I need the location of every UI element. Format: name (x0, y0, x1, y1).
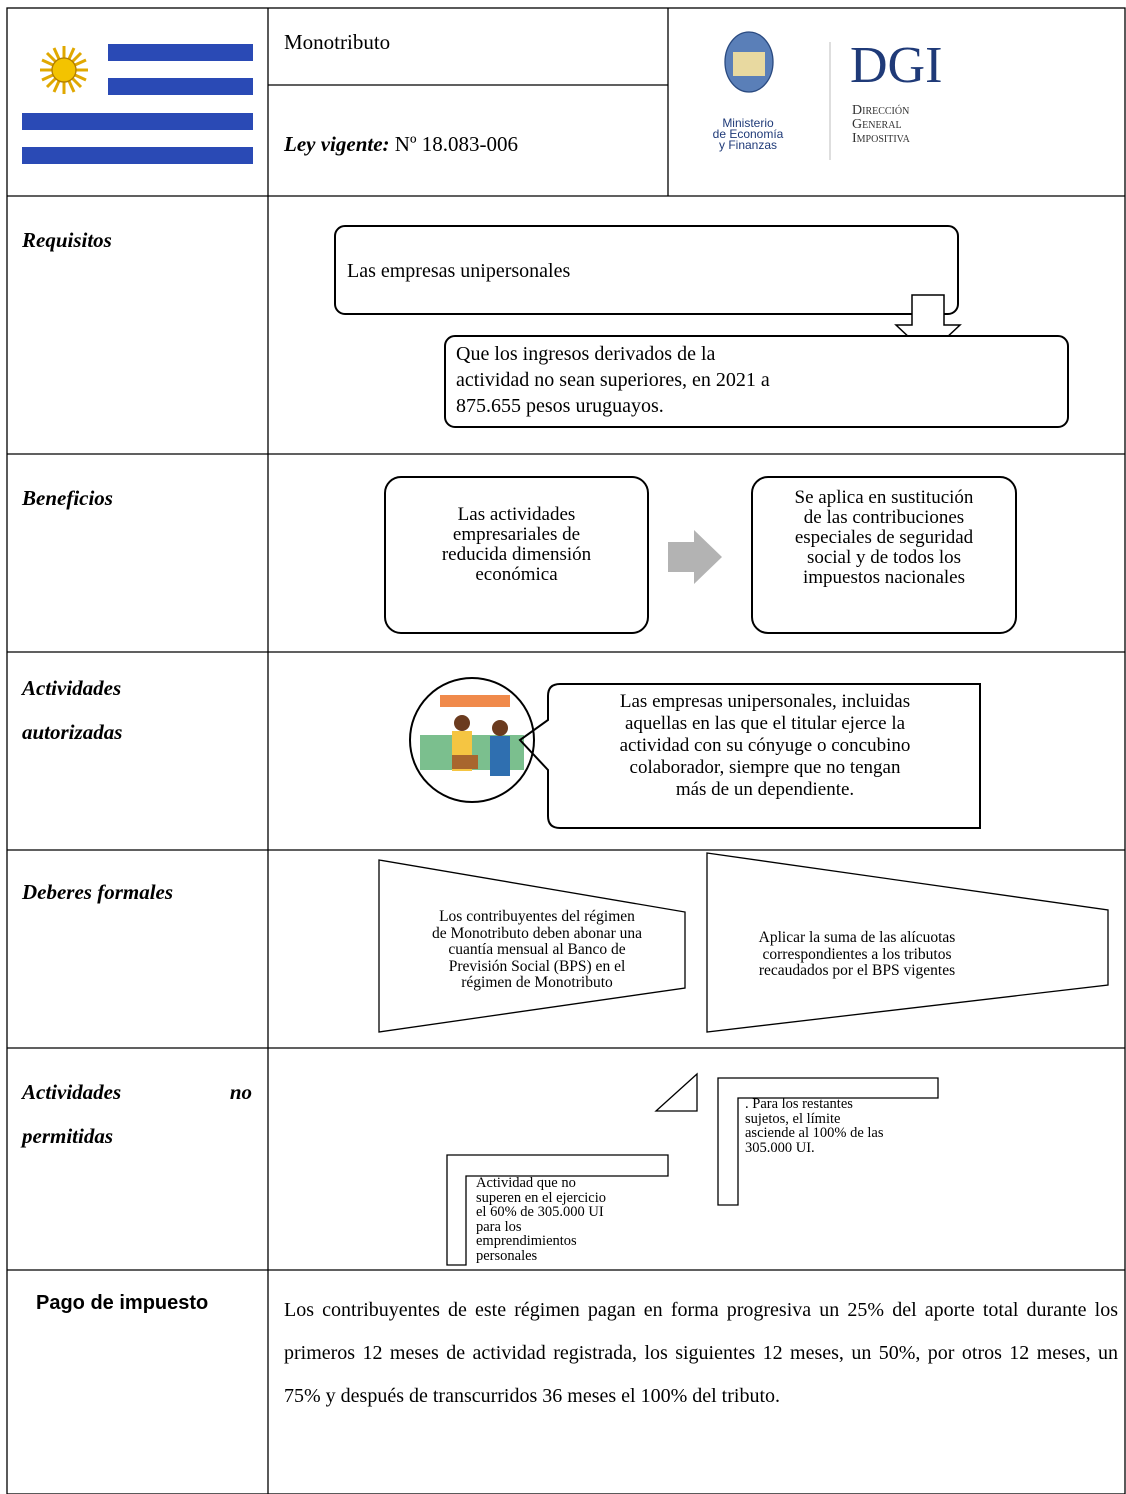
law-label: Ley vigente: (284, 132, 390, 156)
box-text: Que los ingresos derivados de la activida… (456, 341, 770, 419)
box-text: Las empresas unipersonales, incluidas aqu… (555, 691, 975, 801)
ministry-logo: Ministerio de Economía y Finanzas (700, 116, 796, 152)
text-line: Se aplica en sustitución (794, 487, 974, 508)
box-text: Se aplica en sustitución de las contribuc… (752, 488, 1016, 588)
row-label: Actividades no permitidas (22, 1070, 252, 1158)
text-line: superen en el ejercicio (476, 1189, 607, 1206)
text-line: impuestos nacionales (803, 567, 965, 588)
payment-label: Pago de impuesto (36, 1292, 209, 1314)
text-line: recaudados por el BPS vigentes (758, 962, 956, 979)
label-line: Actividades no (22, 1070, 252, 1114)
text-line: el 60% de 305.000 UI (476, 1204, 604, 1220)
text-line: y Finanzas (718, 138, 778, 152)
text-line: . Para los restantes (745, 1096, 853, 1112)
text-line: no (229, 1080, 252, 1104)
text-line: empresariales de (452, 524, 581, 545)
text-line: Actividades (22, 676, 122, 700)
text-line: reducida dimensión (441, 544, 592, 565)
box-text: . Para los restantes sujetos, el límite as… (745, 1097, 884, 1155)
row-label: Requisitos (22, 218, 252, 262)
text-line: Ministerio (722, 116, 774, 130)
row-label: Deberes formales (22, 870, 252, 914)
text-line: emprendimientos (476, 1233, 577, 1249)
text-line: colaborador, siempre que no tengan (629, 757, 901, 778)
text-line: Beneficios (22, 486, 113, 510)
text-line: autorizadas (22, 720, 123, 744)
text-line: de Monotributo deben abonar una (431, 924, 643, 942)
text-line: actividad no sean superiores, en 2021 a (456, 369, 770, 391)
text-line: sujetos, el límite (745, 1110, 841, 1127)
text-line: para los (476, 1218, 522, 1235)
text-line: social y de todos los (806, 547, 962, 568)
box-text: Actividad que no superen en el ejercicio e… (476, 1176, 606, 1263)
text-line: aquellas en las que el titular ejerce la (624, 713, 906, 734)
text-line: Deberes formales (22, 880, 174, 904)
text-line: Aplicar la suma de las alícuotas (758, 929, 956, 946)
text-line: actividad con su cónyuge o concubino (619, 735, 911, 756)
text-line: Requisitos (22, 228, 112, 252)
box-text: Las actividades empresariales de reducida … (385, 505, 648, 585)
text-line: cuantía mensual al Banco de (448, 941, 626, 958)
row-label: Beneficios (22, 476, 252, 520)
text-line: General (852, 117, 902, 132)
text-line: de Economía (712, 127, 784, 141)
text-line: Actividad que no (476, 1175, 576, 1191)
text-line: personales (476, 1247, 538, 1264)
box-text: Aplicar la suma de las alícuotas correspo… (707, 929, 1007, 980)
text-line: Las actividades (457, 504, 576, 525)
text-line: Que los ingresos derivados de la (456, 343, 716, 365)
box-text: Los contribuyentes del régimen de Monotri… (379, 908, 695, 992)
text-line: régimen de Monotributo (461, 974, 613, 991)
doc-title: Monotributo (284, 30, 391, 54)
text-line: más de un dependiente. (675, 779, 855, 800)
text-line: 875.655 pesos uruguayos. (456, 395, 664, 417)
text-line: permitidas (22, 1124, 114, 1148)
text-line: 305.000 UI. (745, 1139, 815, 1156)
box-text: Las empresas unipersonales (347, 258, 570, 284)
text-line: Las empresas unipersonales (347, 260, 571, 282)
dgi-logo: DGI (850, 37, 943, 94)
text-line: de las contribuciones (803, 507, 965, 528)
text-line: económica (475, 564, 558, 585)
dgi-subtitle: Dirección General Impositiva (852, 104, 910, 146)
text-line: especiales de seguridad (794, 527, 974, 548)
text-line: Actividades (22, 1080, 122, 1104)
text-line: Las empresas unipersonales, incluidas (619, 691, 911, 712)
law: Ley vigente: Nº 18.083-006 (284, 132, 518, 157)
text-line: Impositiva (852, 131, 910, 146)
text-line: asciende al 100% de las (745, 1125, 884, 1141)
text-line: Los contribuyentes del régimen (439, 908, 635, 925)
payment-text: Los contribuyentes de este régimen pagan… (284, 1299, 1118, 1407)
row-label: Actividades autorizadas (22, 666, 252, 754)
text-line: Dirección (852, 103, 910, 118)
text-line: Previsión Social (BPS) en el (448, 957, 626, 975)
law-number: Nº 18.083-006 (394, 132, 518, 156)
text-line: correspondientes a los tributos (762, 945, 952, 963)
